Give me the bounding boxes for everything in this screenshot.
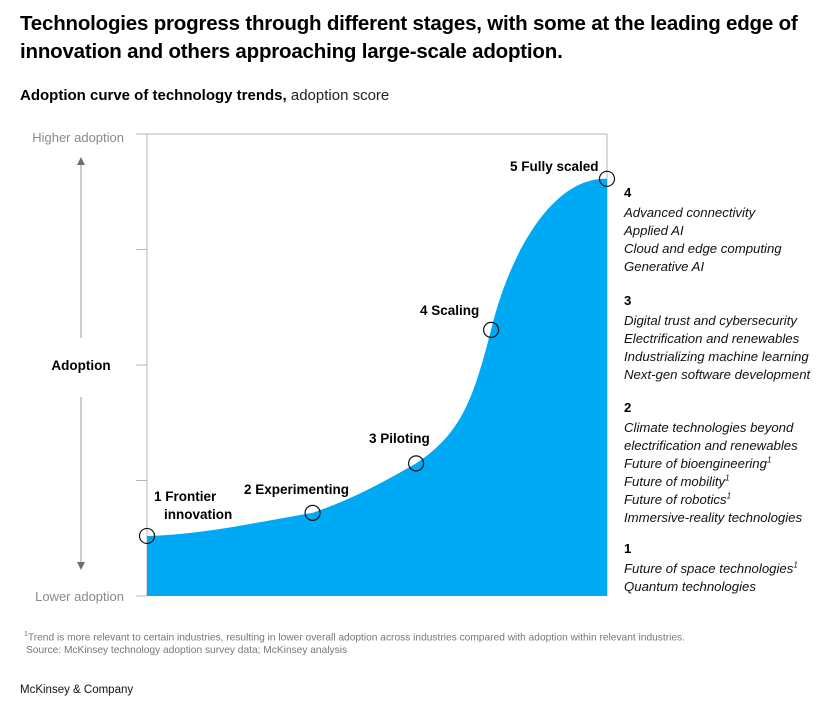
technology-item: Immersive-reality technologies [624, 510, 803, 525]
y-bottom-label: Lower adoption [35, 589, 124, 604]
stage-label: 1 Frontier [154, 489, 217, 504]
technology-item: Future of robotics1 [624, 491, 732, 507]
footnote-marker: 1 [793, 560, 798, 570]
footnote-marker: 1 [766, 455, 772, 465]
stage-marker [138, 527, 156, 545]
stage-marker [482, 321, 500, 338]
technology-item: Future of mobility1 [624, 473, 730, 489]
arrow-up-icon [77, 157, 85, 165]
chart-subtitle: Adoption curve of technology trends, ado… [20, 86, 389, 106]
brand-logo: McKinsey & Company [20, 684, 134, 696]
technology-item: Next-gen software development [624, 367, 811, 382]
y-axis-label: Adoption [51, 358, 110, 373]
group-3: 3 Digital trust and cybersecurity Electrif… [624, 292, 810, 384]
stage-markers [138, 170, 616, 545]
technology-item: Electrification and renewables [624, 331, 800, 346]
technology-item: electrification and renewables [624, 438, 798, 453]
footnote-marker: 1 [24, 631, 28, 638]
stage-label: 2 Experimenting [244, 482, 349, 497]
group-number: 4 [624, 185, 632, 200]
subtitle-bold: Adoption curve of technology trends, [20, 87, 287, 104]
y-top-label: Higher adoption [32, 130, 124, 145]
technology-item: Applied AI [624, 223, 684, 238]
footnote-text: Trend is more relevant to certain indust… [27, 632, 685, 644]
stage-label: 3 Piloting [369, 431, 430, 446]
technology-item: Industrializing machine learning [624, 349, 809, 364]
adoption-area [147, 178, 607, 596]
group-number: 2 [624, 400, 632, 415]
technology-item: Generative AI [624, 259, 705, 274]
footnote-marker: 1 [725, 473, 730, 483]
stage-marker [304, 504, 321, 521]
technology-item: Advanced connectivity [624, 205, 756, 220]
stage-marker [408, 455, 425, 472]
stage-label: 4 Scaling [420, 303, 479, 318]
technology-item: Quantum technologies [624, 579, 756, 594]
stage-label-line2: innovation [164, 507, 232, 522]
group-2: 2 Climate technologies beyond electrificat… [624, 399, 802, 527]
source-line: Source: McKinsey technology adoption sur… [26, 645, 348, 657]
group-4: 4 Advanced connectivity Applied AI Cloud an… [624, 184, 782, 276]
y-arrow [77, 157, 85, 570]
technology-item: Future of bioengineering1 [624, 455, 772, 471]
arrow-down-icon [77, 562, 85, 570]
group-number: 1 [624, 541, 632, 556]
technology-item: Climate technologies beyond [624, 420, 794, 435]
subtitle-unit: adoption score [290, 87, 390, 104]
group-number: 3 [624, 293, 632, 308]
chart-title: Technologies progress through different … [20, 12, 798, 63]
stage-label: 5 Fully scaled [510, 159, 599, 174]
footnote: 1Trend is more relevant to certain indus… [24, 628, 685, 657]
technology-item: Digital trust and cybersecurity [624, 313, 797, 328]
stage-marker [598, 170, 616, 187]
footnote-marker: 1 [726, 491, 732, 501]
group-1: 1 Future of space technologies1 Quantum te… [624, 540, 798, 596]
stage-labels: 1 Frontier innovation 2 Experimenting 3 Pil… [154, 159, 599, 522]
technology-item: Cloud and edge computing [624, 241, 782, 256]
technology-item: Future of space technologies1 [624, 560, 798, 576]
